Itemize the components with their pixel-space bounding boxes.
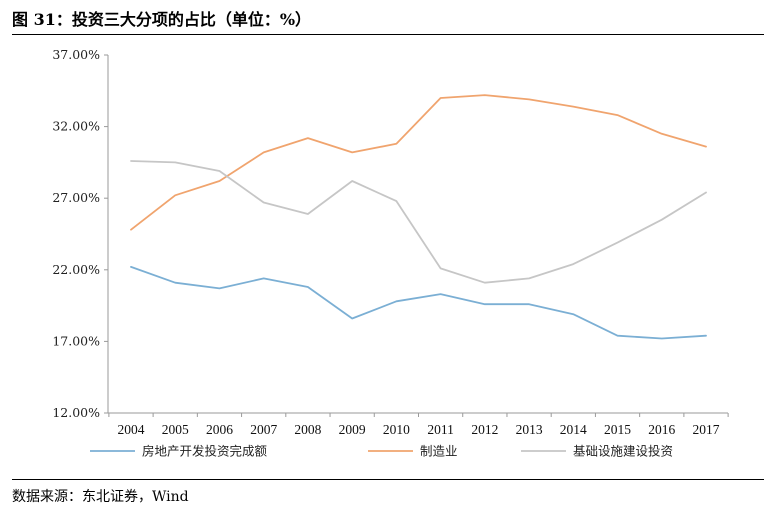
x-tick-label: 2005 <box>162 422 189 437</box>
x-tick-label: 2006 <box>206 422 233 437</box>
series-line-3 <box>130 160 707 284</box>
x-tick-label: 2017 <box>693 422 720 437</box>
x-tick-label: 2007 <box>250 422 277 437</box>
legend-label-3: 基础设施建设投资 <box>573 444 673 459</box>
series-lines <box>130 94 707 340</box>
x-tick-label: 2012 <box>471 422 498 437</box>
y-tick-label: 22.00% <box>52 262 100 277</box>
source-note: 数据来源：东北证券，Wind <box>12 489 189 505</box>
x-tick-label: 2004 <box>118 422 145 437</box>
series-line-2 <box>130 94 707 231</box>
chart-title: 图 31：投资三大分项的占比（单位：%） <box>12 10 312 29</box>
x-tick-label: 2010 <box>383 422 410 437</box>
title-rule <box>12 34 764 35</box>
y-tick-label: 17.00% <box>52 333 100 348</box>
legend-label-1: 房地产开发投资完成额 <box>142 444 268 459</box>
y-tick-label: 32.00% <box>52 119 100 134</box>
x-tick-labels: 2004 2005 2006 2007 2008 2009 2010 2011 2012 2013… <box>108 413 729 437</box>
y-tick-label: 27.00% <box>52 190 100 205</box>
chart-legend: 房地产开发投资完成额 制造业 基础设施建设投资 <box>90 444 673 459</box>
x-tick-label: 2013 <box>516 422 543 437</box>
y-tick-label: 37.00% <box>52 47 100 62</box>
x-tick-label: 2008 <box>294 422 321 437</box>
legend-label-2: 制造业 <box>420 444 458 459</box>
x-tick-label: 2016 <box>648 422 675 437</box>
y-tick-label: 12.00% <box>52 405 100 420</box>
x-tick-label: 2014 <box>560 422 587 437</box>
x-tick-label: 2009 <box>339 422 366 437</box>
y-tick-labels: 12.00% 17.00% 22.00% 27.00% 32.00% 37.00% <box>52 47 108 420</box>
x-tick-label: 2015 <box>604 422 631 437</box>
x-tick-label: 2011 <box>427 422 454 437</box>
source-rule <box>12 479 764 480</box>
line-chart: 12.00% 17.00% 22.00% 27.00% 32.00% 37.00% 200… <box>52 47 729 459</box>
series-line-1 <box>130 265 707 340</box>
